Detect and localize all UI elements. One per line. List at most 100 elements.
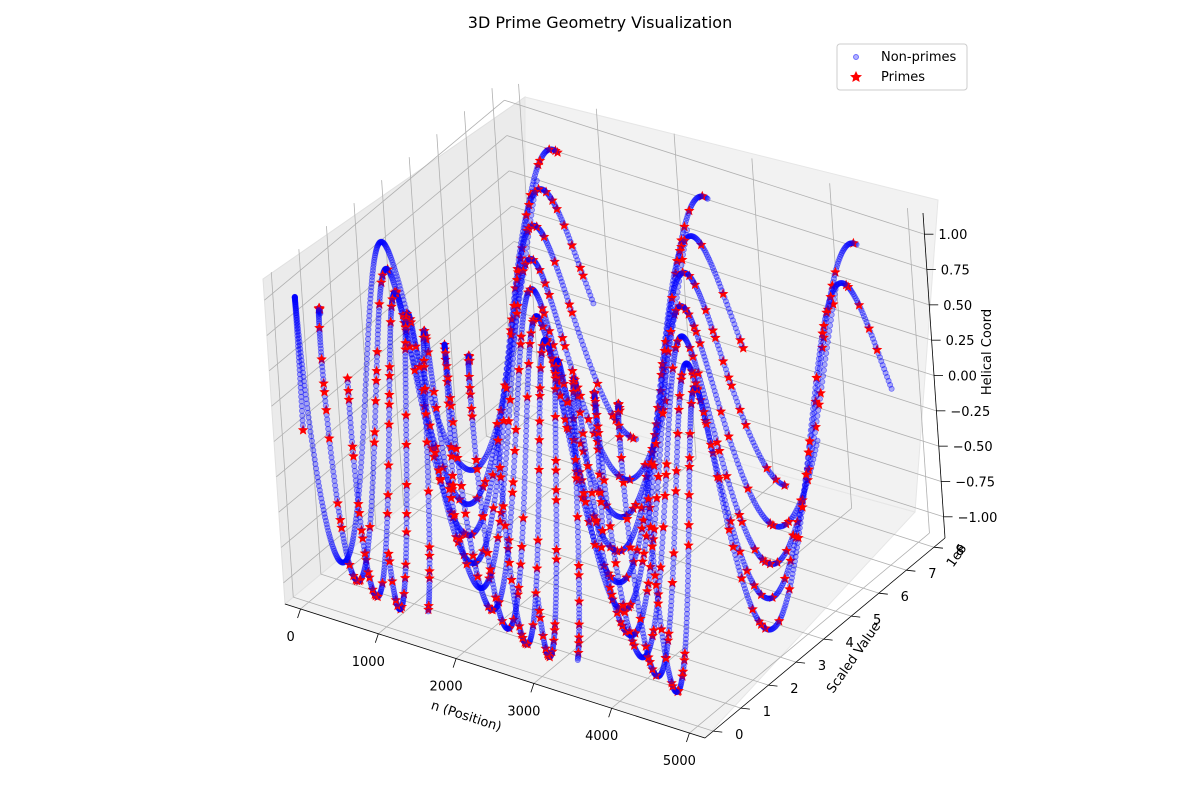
non-prime-point: [661, 503, 668, 510]
non-prime-point: [369, 474, 376, 481]
non-prime-point: [679, 230, 686, 237]
non-prime-point: [619, 462, 626, 469]
non-prime-point: [373, 382, 380, 389]
non-prime-point: [553, 507, 560, 514]
non-prime-point: [712, 270, 719, 277]
non-prime-point: [553, 527, 560, 534]
non-prime-point: [664, 445, 671, 452]
non-prime-point: [809, 416, 816, 423]
non-prime-point: [361, 397, 368, 404]
non-prime-point: [521, 474, 528, 481]
prime-point: [533, 159, 544, 170]
non-prime-point: [535, 527, 542, 534]
plot-points: [291, 144, 895, 697]
non-prime-point: [529, 181, 536, 188]
non-prime-point: [403, 417, 410, 424]
non-prime-point: [672, 514, 679, 521]
non-prime-point: [623, 430, 630, 437]
non-prime-point: [801, 487, 808, 494]
non-prime-point: [653, 500, 660, 507]
non-prime-point: [513, 416, 520, 423]
non-prime-point: [717, 283, 724, 290]
gridline-z-left: [266, 135, 508, 336]
prime-point: [639, 459, 651, 470]
non-prime-point: [372, 413, 379, 420]
non-prime-point: [809, 410, 816, 417]
non-prime-point: [812, 447, 819, 454]
non-prime-point: [683, 231, 690, 238]
z-tick-label: −1.00: [958, 511, 998, 526]
non-prime-point: [360, 418, 367, 425]
non-prime-point: [714, 277, 721, 284]
non-prime-point: [385, 467, 392, 474]
non-prime-point: [372, 403, 379, 410]
non-prime-point: [505, 423, 512, 430]
prime-point: [628, 432, 639, 443]
y-tick-label: 5: [873, 613, 881, 628]
non-prime-point: [841, 245, 848, 252]
non-prime-point: [516, 295, 523, 302]
gridline-z-right: [509, 170, 930, 306]
non-prime-point: [575, 538, 582, 545]
gridline-y-floor: [375, 527, 797, 663]
non-prime-point: [479, 508, 486, 515]
non-prime-point: [515, 385, 522, 392]
prime-point: [717, 288, 729, 299]
non-prime-point: [531, 175, 538, 182]
non-prime-point: [370, 459, 377, 466]
non-prime-point: [777, 480, 784, 487]
non-prime-point: [364, 350, 371, 357]
y-tick-label: 3: [818, 659, 826, 674]
gridline-z-right: [521, 347, 942, 482]
x-tick-label: 3000: [507, 704, 540, 719]
non-prime-point: [671, 529, 678, 536]
gridline-z-right: [504, 99, 925, 235]
non-prime-point: [501, 407, 508, 414]
x-tick-mark: [452, 658, 457, 668]
non-prime-point: [520, 505, 527, 512]
non-prime-point: [535, 502, 542, 509]
prime-point: [830, 266, 841, 277]
non-prime-point: [716, 280, 723, 287]
non-prime-point: [650, 468, 657, 475]
non-prime-point: [524, 239, 531, 246]
gridline-z-right: [513, 241, 935, 376]
non-prime-point: [424, 449, 431, 456]
non-prime-point: [587, 292, 594, 299]
non-prime-point: [359, 444, 366, 451]
non-prime-point: [771, 474, 778, 481]
non-prime-point: [424, 463, 431, 470]
y-tick-mark: [878, 592, 888, 595]
non-prime-point: [827, 317, 834, 324]
non-prime-point: [585, 288, 592, 295]
x-tick-mark: [374, 633, 379, 643]
prime-point: [660, 395, 671, 406]
non-prime-point: [724, 301, 731, 308]
non-prime-point: [810, 400, 817, 407]
non-prime-point: [881, 365, 888, 372]
non-prime-point: [362, 376, 369, 383]
non-prime-point: [535, 497, 542, 504]
z-tick-label: −0.50: [953, 440, 993, 455]
non-prime-point: [500, 423, 507, 430]
prime-point: [575, 262, 586, 273]
non-prime-point: [834, 260, 841, 267]
non-prime-point: [583, 280, 590, 287]
x-tick-mark: [530, 683, 535, 693]
non-prime-point: [567, 238, 574, 245]
non-prime-point: [520, 520, 527, 527]
non-prime-point: [654, 484, 661, 491]
non-prime-point: [674, 289, 681, 296]
non-prime-point: [844, 242, 851, 249]
prime-point: [813, 399, 825, 409]
non-prime-point: [794, 539, 801, 546]
non-prime-point: [662, 482, 669, 489]
non-prime-point: [504, 428, 511, 435]
non-prime-point: [424, 458, 431, 465]
non-prime-point: [671, 540, 678, 547]
non-prime-point: [504, 434, 511, 441]
non-prime-point: [522, 437, 529, 444]
non-prime-point: [711, 267, 718, 274]
non-prime-point: [639, 466, 646, 473]
